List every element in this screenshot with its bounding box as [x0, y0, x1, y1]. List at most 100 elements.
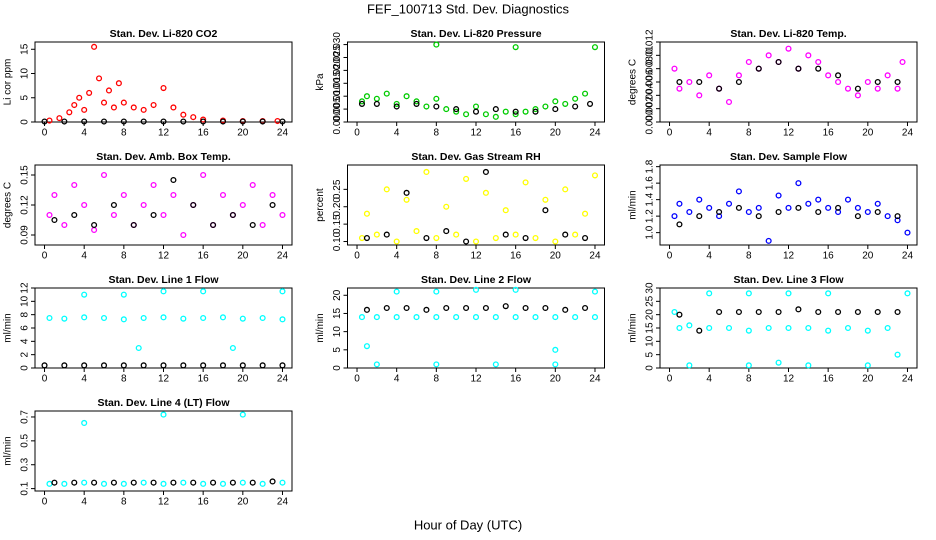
- point: [706, 290, 713, 297]
- point: [433, 41, 440, 48]
- point: [259, 221, 266, 229]
- point: [413, 100, 420, 107]
- x-tick-label: 24: [902, 374, 914, 385]
- point: [363, 93, 370, 100]
- x-tick-label: 16: [823, 374, 835, 385]
- point: [358, 314, 366, 321]
- panel-title: Stan. Dev. Gas Stream RH: [411, 151, 540, 163]
- y-tick-label: 20: [645, 309, 656, 321]
- x-tick-label: 0: [667, 374, 673, 385]
- point: [864, 78, 871, 86]
- point: [884, 213, 891, 220]
- point: [190, 479, 197, 486]
- y-tick-label: 0.09: [20, 225, 31, 245]
- point: [775, 359, 782, 366]
- point: [716, 213, 723, 220]
- point: [433, 234, 440, 242]
- panel: Stan. Dev. Line 4 (LT) Flow ml/min 0 4 8 12 16…: [3, 397, 293, 508]
- x-tick-label: 0: [354, 128, 360, 139]
- point: [51, 479, 58, 486]
- point: [413, 314, 420, 321]
- point: [676, 200, 683, 207]
- plot-box: [659, 41, 918, 123]
- x-tick-label: 20: [862, 128, 874, 139]
- point: [894, 351, 901, 358]
- point: [100, 99, 108, 106]
- x-tick-label: 8: [746, 128, 752, 139]
- point: [96, 75, 103, 82]
- x-tick-label: 8: [121, 497, 127, 508]
- point: [696, 327, 703, 334]
- y-tick-label: 2: [20, 351, 31, 357]
- point: [200, 288, 207, 295]
- point: [100, 480, 108, 487]
- x-tick-label: 24: [589, 251, 601, 262]
- point: [805, 52, 812, 59]
- x-tick-label: 8: [746, 251, 752, 262]
- point: [140, 106, 147, 113]
- point: [61, 118, 68, 125]
- panel-title: Stan. Dev. Line 3 Flow: [733, 274, 844, 286]
- point: [239, 411, 246, 418]
- point: [725, 98, 733, 106]
- point: [825, 72, 832, 79]
- point: [835, 208, 842, 216]
- point: [512, 286, 519, 293]
- x-tick-label: 12: [158, 374, 170, 385]
- point: [884, 324, 891, 332]
- x-tick-label: 4: [394, 251, 400, 262]
- y-tick-label: 5: [332, 347, 343, 353]
- point: [572, 103, 579, 110]
- x-tick-label: 8: [121, 251, 127, 262]
- x-tick-label: 20: [237, 128, 249, 139]
- x-tick-label: 0: [42, 497, 48, 508]
- y-tick-label: 10: [20, 295, 31, 307]
- point: [100, 171, 108, 179]
- point: [76, 94, 83, 101]
- point: [393, 314, 400, 321]
- point: [482, 111, 489, 118]
- y-tick-label: 15: [20, 43, 31, 55]
- point: [170, 191, 177, 199]
- point: [100, 118, 108, 125]
- x-tick-label: 12: [783, 128, 795, 139]
- y-axis-label: kPa: [315, 73, 326, 91]
- point: [61, 480, 68, 487]
- point: [582, 304, 589, 312]
- point: [269, 201, 276, 209]
- point: [373, 361, 380, 368]
- point: [884, 72, 891, 79]
- x-tick-label: 4: [81, 374, 87, 385]
- point: [100, 314, 108, 322]
- x-tick-label: 12: [158, 128, 170, 139]
- point: [46, 211, 53, 219]
- point: [552, 314, 559, 321]
- point: [130, 104, 137, 111]
- y-tick-label: 0.010: [332, 83, 343, 108]
- point: [844, 324, 852, 332]
- point: [279, 362, 286, 369]
- x-tick-label: 0: [354, 251, 360, 262]
- point: [210, 221, 217, 229]
- y-tick-label: 5: [20, 95, 31, 101]
- point: [358, 98, 366, 105]
- point: [686, 78, 693, 86]
- y-tick-label: 0.12: [20, 195, 31, 215]
- point: [512, 314, 519, 321]
- point: [91, 226, 98, 234]
- point: [120, 191, 127, 199]
- point: [844, 85, 852, 92]
- point: [522, 234, 529, 242]
- point: [591, 44, 599, 51]
- point: [542, 103, 549, 110]
- plot-box: [347, 287, 605, 369]
- point: [91, 221, 98, 229]
- x-tick-label: 4: [706, 374, 712, 385]
- point: [180, 362, 187, 369]
- point: [671, 308, 678, 316]
- point: [492, 314, 499, 321]
- point: [269, 191, 276, 199]
- point: [874, 200, 881, 207]
- point: [81, 362, 88, 369]
- point: [71, 101, 78, 109]
